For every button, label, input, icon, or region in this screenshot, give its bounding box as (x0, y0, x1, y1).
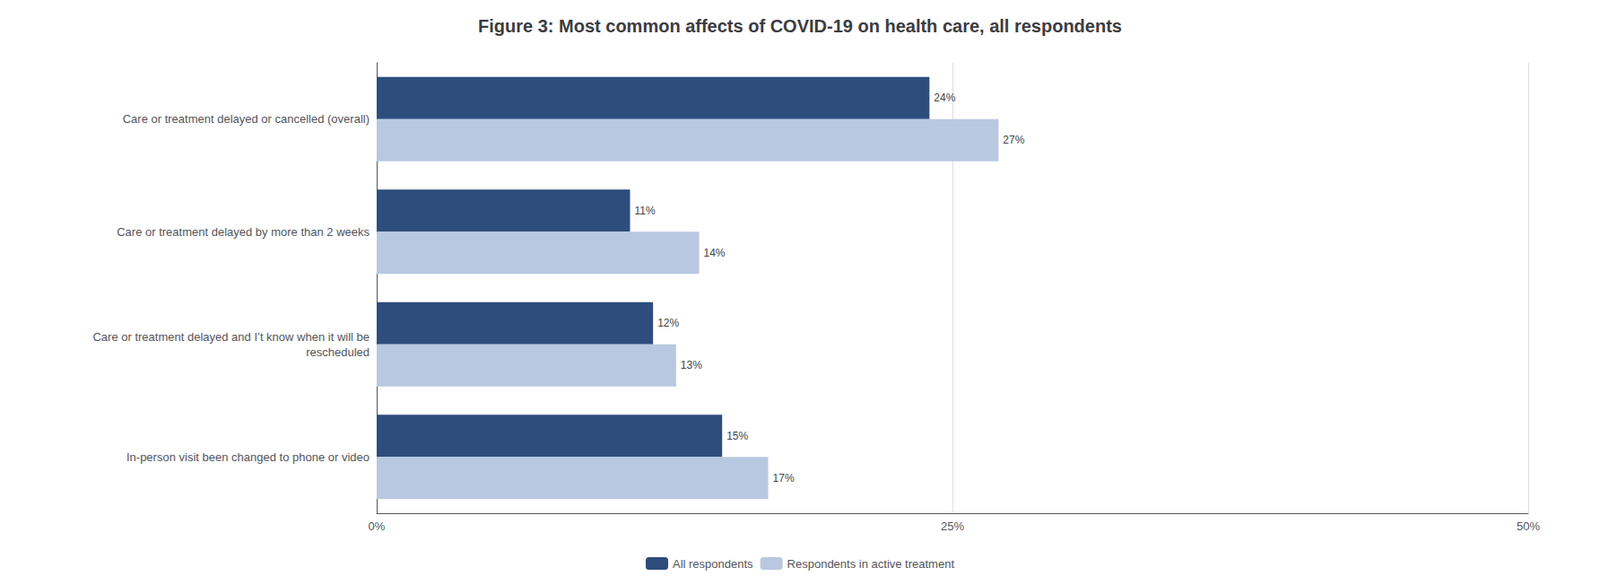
svg-text:14%: 14% (704, 246, 726, 260)
svg-text:27%: 27% (1002, 133, 1025, 147)
svg-text:Care or treatment delayed or c: Care or treatment delayed or cancelled (… (122, 112, 370, 126)
svg-text:12%: 12% (657, 316, 679, 330)
svg-text:Care or treatment delayed by m: Care or treatment delayed by more than 2… (116, 225, 370, 239)
svg-text:13%: 13% (680, 358, 703, 372)
svg-text:Care or treatment delayed and: Care or treatment delayed and I’t know w… (92, 330, 370, 344)
svg-text:rescheduled: rescheduled (305, 345, 370, 359)
svg-text:11%: 11% (634, 204, 655, 218)
svg-text:17%: 17% (773, 471, 795, 485)
svg-text:25%: 25% (940, 519, 965, 533)
svg-text:24%: 24% (933, 91, 956, 105)
svg-text:0%: 0% (368, 519, 386, 533)
svg-text:50%: 50% (1516, 519, 1540, 533)
svg-text:Respondents in active treatmen: Respondents in active treatment (787, 556, 956, 571)
svg-text:In-person visit been changed t: In-person visit been changed to phone or… (126, 450, 370, 464)
svg-text:All respondents: All respondents (672, 556, 754, 571)
svg-text:Figure 3: Most common affects: Figure 3: Most common affects of COVID-1… (478, 16, 1122, 36)
svg-text:15%: 15% (726, 429, 748, 443)
